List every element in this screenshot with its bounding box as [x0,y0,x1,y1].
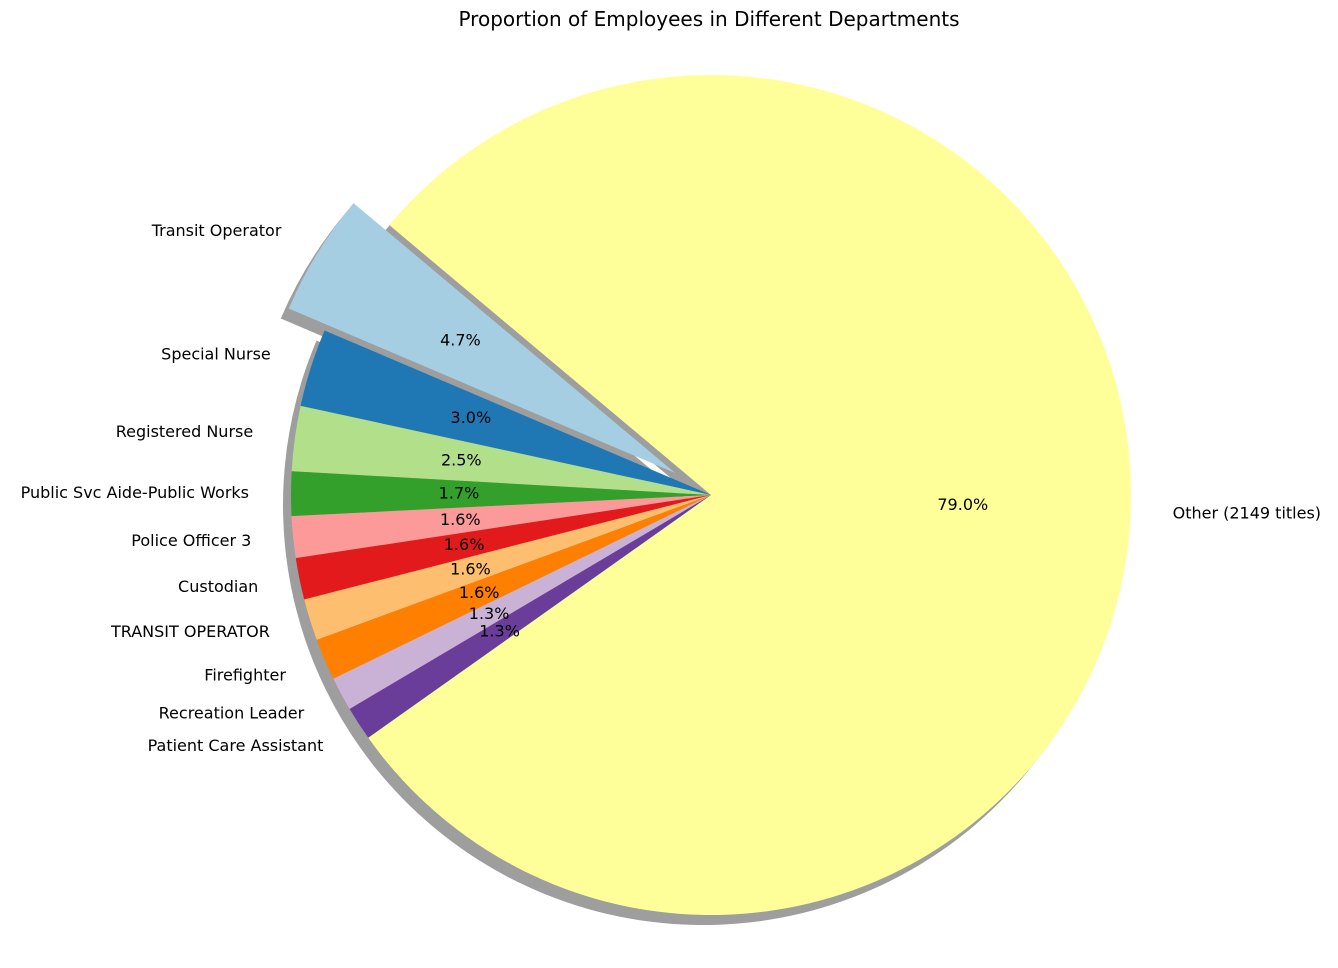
slice-percent-label: 1.6% [450,559,491,578]
slice-percent-label: 1.3% [469,604,510,623]
pie-slice [333,495,711,709]
percent-labels: 4.7% 3.0% 2.5% 1.7% 1.6% 1.6% 1.6% 1.6% 1.3%1.3%… [439,331,989,641]
pie-slice [291,495,711,559]
slice-label: Custodian [178,577,258,596]
slice-percent-label: 1.7% [439,484,480,503]
chart-title: Proportion of Employees in Different Dep… [458,7,959,31]
slice-labels: Transit Operator Special Nurse Registered … [21,221,1321,755]
slice-percent-label: 1.3% [479,622,520,641]
slice-percent-label: 3.0% [451,408,492,427]
slice-percent-label: 1.6% [444,535,485,554]
pie-slice [288,203,676,474]
slice-percent-label: 79.0% [937,495,988,514]
slice-label: Public Svc Aide-Public Works [21,483,249,502]
pie-slice [291,405,711,495]
slice-label: Recreation Leader [159,703,305,722]
slice-label: TRANSIT OPERATOR [110,622,270,641]
slice-label: Other (2149 titles) [1173,503,1321,522]
slice-label: Transit Operator [151,221,282,240]
slice-percent-label: 1.6% [440,510,481,529]
pie-slice [295,495,711,600]
pie-slice [291,471,711,517]
pie-slice [300,330,711,495]
slice-label: Police Officer 3 [131,531,251,550]
slices [288,74,1132,915]
pie-slice [349,495,711,738]
slice-percent-label: 2.5% [441,451,482,470]
slice-label: Firefighter [204,665,286,684]
slice-label: Registered Nurse [116,422,253,441]
slice-percent-label: 4.7% [440,331,481,350]
pie-slice [316,495,711,679]
slice-percent-label: 1.6% [459,583,500,602]
pie-slice [368,74,1132,915]
slice-label: Special Nurse [161,344,271,363]
pie-slice [304,495,711,640]
slice-label: Patient Care Assistant [148,736,324,755]
